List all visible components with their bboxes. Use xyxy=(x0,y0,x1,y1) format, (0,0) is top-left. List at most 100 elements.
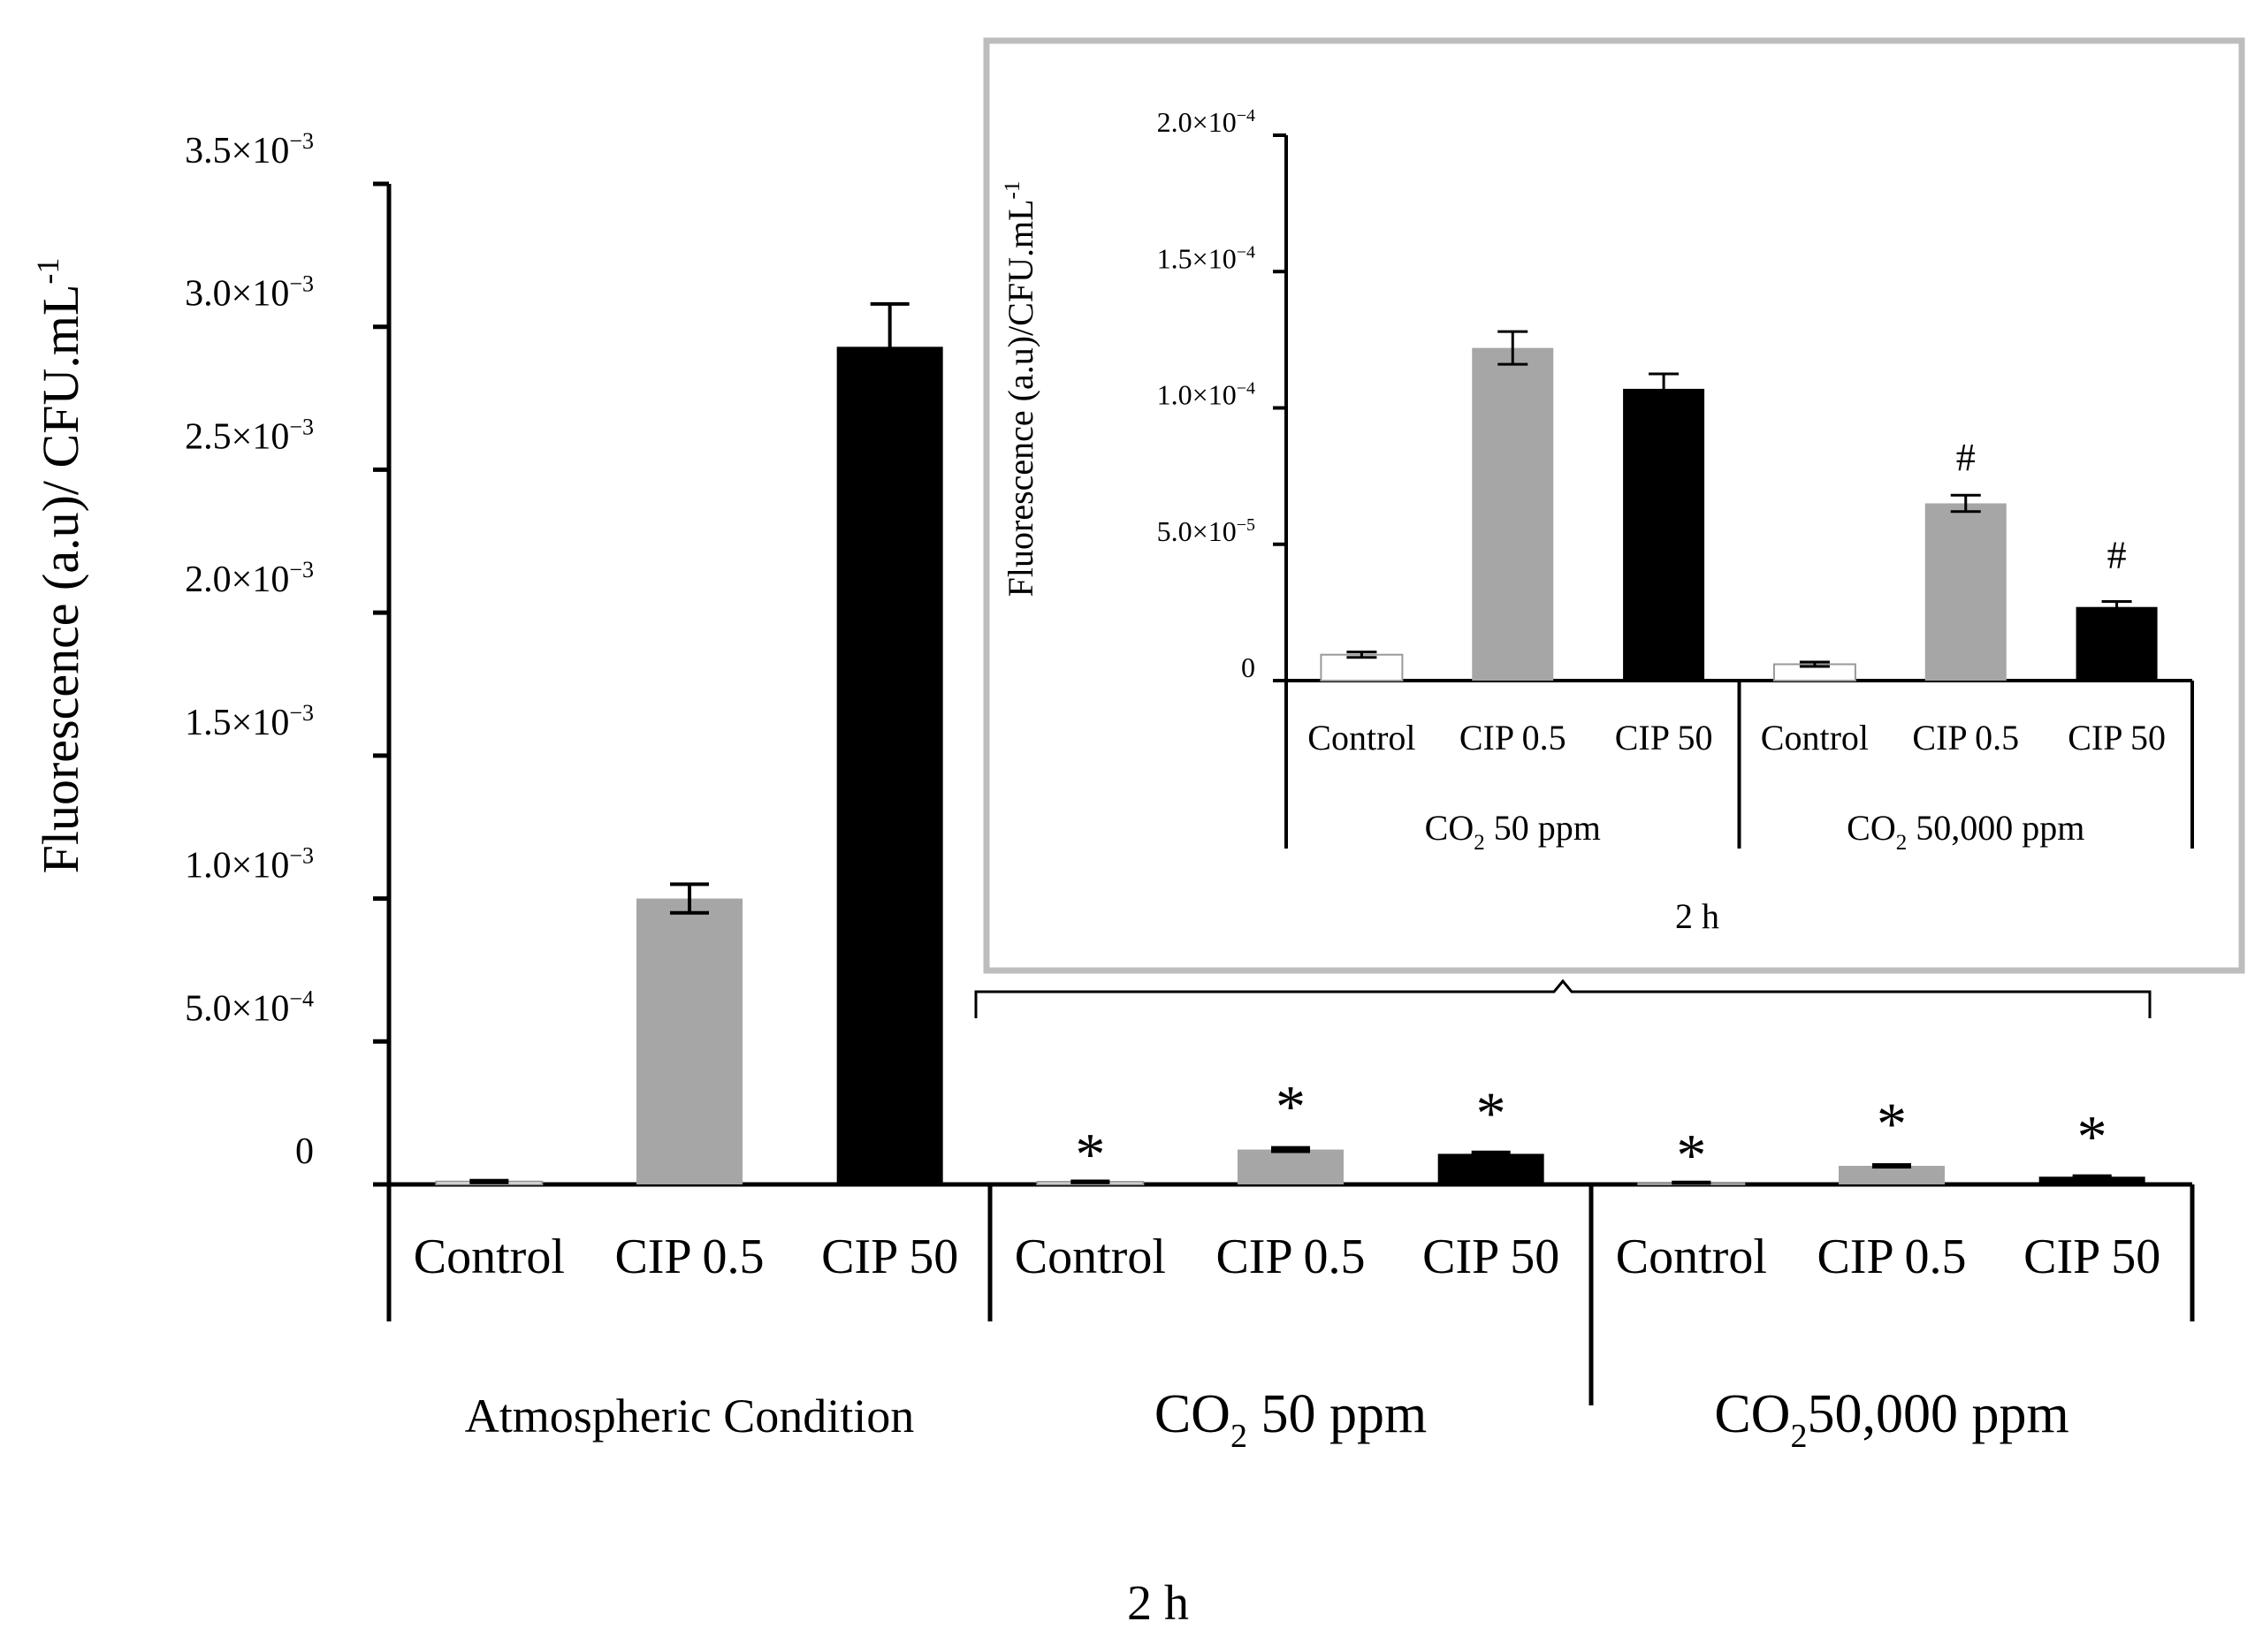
x-category-label: CIP 0.5 xyxy=(1912,718,2019,757)
x-category-label: CIP 0.5 xyxy=(614,1229,764,1284)
bar-cip-50 xyxy=(1437,1153,1544,1184)
bar-cip-0-5 xyxy=(1924,503,2007,681)
y-tick-label-base: 1.0×10 xyxy=(185,846,289,887)
y-tick-label: 5.0×10−4 xyxy=(185,986,314,1029)
group-label-base: CO xyxy=(1714,1384,1790,1444)
x-category-label: CIP 50 xyxy=(1615,718,1713,757)
group-label: CO2 50 ppm xyxy=(1425,808,1601,855)
group-label-rest: 50 ppm xyxy=(1485,808,1601,848)
y-tick-label: 1.0×10−4 xyxy=(1157,379,1255,411)
y-tick-label: 0 xyxy=(295,1131,314,1172)
y-tick-label-base: 0 xyxy=(295,1131,314,1172)
y-tick-label-base: 2.5×10 xyxy=(185,416,289,457)
x-category-label: Control xyxy=(1616,1229,1767,1284)
y-tick-label: 2.0×10−4 xyxy=(1157,106,1255,138)
y-tick-label: 3.0×10−3 xyxy=(185,271,314,315)
y-axis-label-text: Fluorescence (a.u)/CFU.mL xyxy=(1001,199,1040,597)
bar-cip-50 xyxy=(836,346,943,1185)
bar-cip-0-5 xyxy=(1238,1149,1344,1184)
group-label-base: CO xyxy=(1425,808,1474,848)
significance-star: * xyxy=(1676,1122,1706,1189)
group-label-rest: 50 ppm xyxy=(1247,1384,1427,1444)
x-category-label: Control xyxy=(1307,718,1415,757)
group-label-subscript: 2 xyxy=(1896,831,1908,855)
y-tick-label-base: 2.0×10 xyxy=(185,560,289,600)
x-category-label: CIP 50 xyxy=(2023,1229,2160,1284)
bar-cip-0-5 xyxy=(1839,1165,1945,1184)
significance-star: * xyxy=(1075,1120,1105,1187)
x-category-label: Control xyxy=(1761,718,1869,757)
significance-hash: # xyxy=(2107,534,2127,577)
significance-star: * xyxy=(1877,1090,1907,1157)
y-tick-label-base: 1.5×10 xyxy=(1157,242,1237,274)
y-tick-label: 1.0×10−3 xyxy=(185,843,314,887)
y-tick-label-superscript: −4 xyxy=(1237,242,1255,262)
bar-cip-50 xyxy=(2076,606,2158,681)
bar-cip-0-5 xyxy=(636,898,743,1184)
bar-cip-50 xyxy=(2038,1176,2145,1184)
x-axis-title: 2 h xyxy=(1675,896,1719,936)
y-tick-label-superscript: −4 xyxy=(1237,379,1255,399)
group-label-base: CO xyxy=(1847,808,1896,848)
y-axis-label: Fluorescence (a.u)/CFU.mL-1 xyxy=(1001,181,1040,598)
y-tick-label-base: 3.0×10 xyxy=(185,274,289,315)
y-tick-label-base: 3.5×10 xyxy=(185,131,289,171)
y-tick-label-superscript: −3 xyxy=(289,557,314,582)
significance-star: * xyxy=(1476,1079,1506,1146)
significance-hash: # xyxy=(1956,436,1976,479)
x-axis-title: 2 h xyxy=(1127,1576,1189,1631)
group-label: Atmospheric Condition xyxy=(465,1389,914,1443)
significance-star: * xyxy=(2077,1103,2107,1170)
y-tick-label-base: 1.5×10 xyxy=(185,703,289,743)
x-category-label: CIP 0.5 xyxy=(1459,718,1566,757)
y-tick-label: 2.5×10−3 xyxy=(185,414,314,457)
x-category-label: CIP 50 xyxy=(821,1229,958,1284)
y-tick-label-superscript: −3 xyxy=(289,128,314,154)
inset-chart: 05.0×10−51.0×10−41.5×10−42.0×10−4Fluores… xyxy=(983,37,2245,974)
group-label-rest: 50,000 ppm xyxy=(1907,808,2084,848)
x-category-label: Control xyxy=(1015,1229,1166,1284)
y-tick-label: 3.5×10−3 xyxy=(185,128,314,171)
significance-star: * xyxy=(1276,1073,1306,1140)
y-axis-label-superscript: -1 xyxy=(30,258,65,285)
bar-cip-50 xyxy=(1623,388,1705,681)
y-tick-label-superscript: −3 xyxy=(289,843,314,869)
group-label-rest: 50,000 ppm xyxy=(1807,1384,2068,1444)
x-category-label: CIP 50 xyxy=(2068,718,2166,757)
main-chart: 05.0×10−41.0×10−31.5×10−32.0×10−32.5×10−… xyxy=(30,128,2195,1631)
y-tick-label-base: 1.0×10 xyxy=(1157,379,1237,411)
y-tick-label: 1.5×10−4 xyxy=(1157,242,1255,274)
y-tick-label: 1.5×10−3 xyxy=(185,700,314,743)
bar-cip-0-5 xyxy=(1472,347,1554,681)
group-label-base: CO xyxy=(1154,1384,1230,1444)
group-label: CO250,000 ppm xyxy=(1714,1384,2068,1455)
y-tick-label-base: 2.0×10 xyxy=(1157,106,1237,138)
y-tick-label: 0 xyxy=(1241,651,1255,683)
x-category-label: CIP 0.5 xyxy=(1215,1229,1365,1284)
x-category-label: Control xyxy=(414,1229,565,1284)
y-tick-label: 5.0×10−5 xyxy=(1157,515,1255,547)
y-tick-label-superscript: −5 xyxy=(1237,515,1255,535)
group-label-subscript: 2 xyxy=(1790,1418,1807,1455)
y-tick-label-superscript: −3 xyxy=(289,271,314,297)
x-category-label: CIP 50 xyxy=(1422,1229,1559,1284)
y-axis-label: Fluorescence (a.u)/ CFU.mL-1 xyxy=(30,258,89,874)
y-tick-label-base: 5.0×10 xyxy=(1157,515,1237,547)
y-axis-label-text: Fluorescence (a.u)/ CFU.mL xyxy=(32,285,89,874)
group-label-subscript: 2 xyxy=(1230,1418,1247,1455)
y-tick-label-superscript: −3 xyxy=(289,414,314,439)
y-tick-label: 2.0×10−3 xyxy=(185,557,314,600)
y-axis-label-superscript: -1 xyxy=(1001,181,1025,200)
x-category-label: CIP 0.5 xyxy=(1817,1229,1966,1284)
group-label: CO2 50 ppm xyxy=(1154,1384,1427,1455)
group-label-subscript: 2 xyxy=(1474,831,1485,855)
inset-frame xyxy=(983,37,2245,974)
y-tick-label-superscript: −3 xyxy=(289,700,314,726)
y-tick-label-superscript: −4 xyxy=(289,986,314,1011)
y-tick-label-base: 0 xyxy=(1241,651,1255,683)
inset-bracket xyxy=(974,978,2152,1018)
group-label: CO2 50,000 ppm xyxy=(1847,808,2084,855)
y-tick-label-base: 5.0×10 xyxy=(185,988,289,1029)
y-tick-label-superscript: −4 xyxy=(1237,106,1255,126)
